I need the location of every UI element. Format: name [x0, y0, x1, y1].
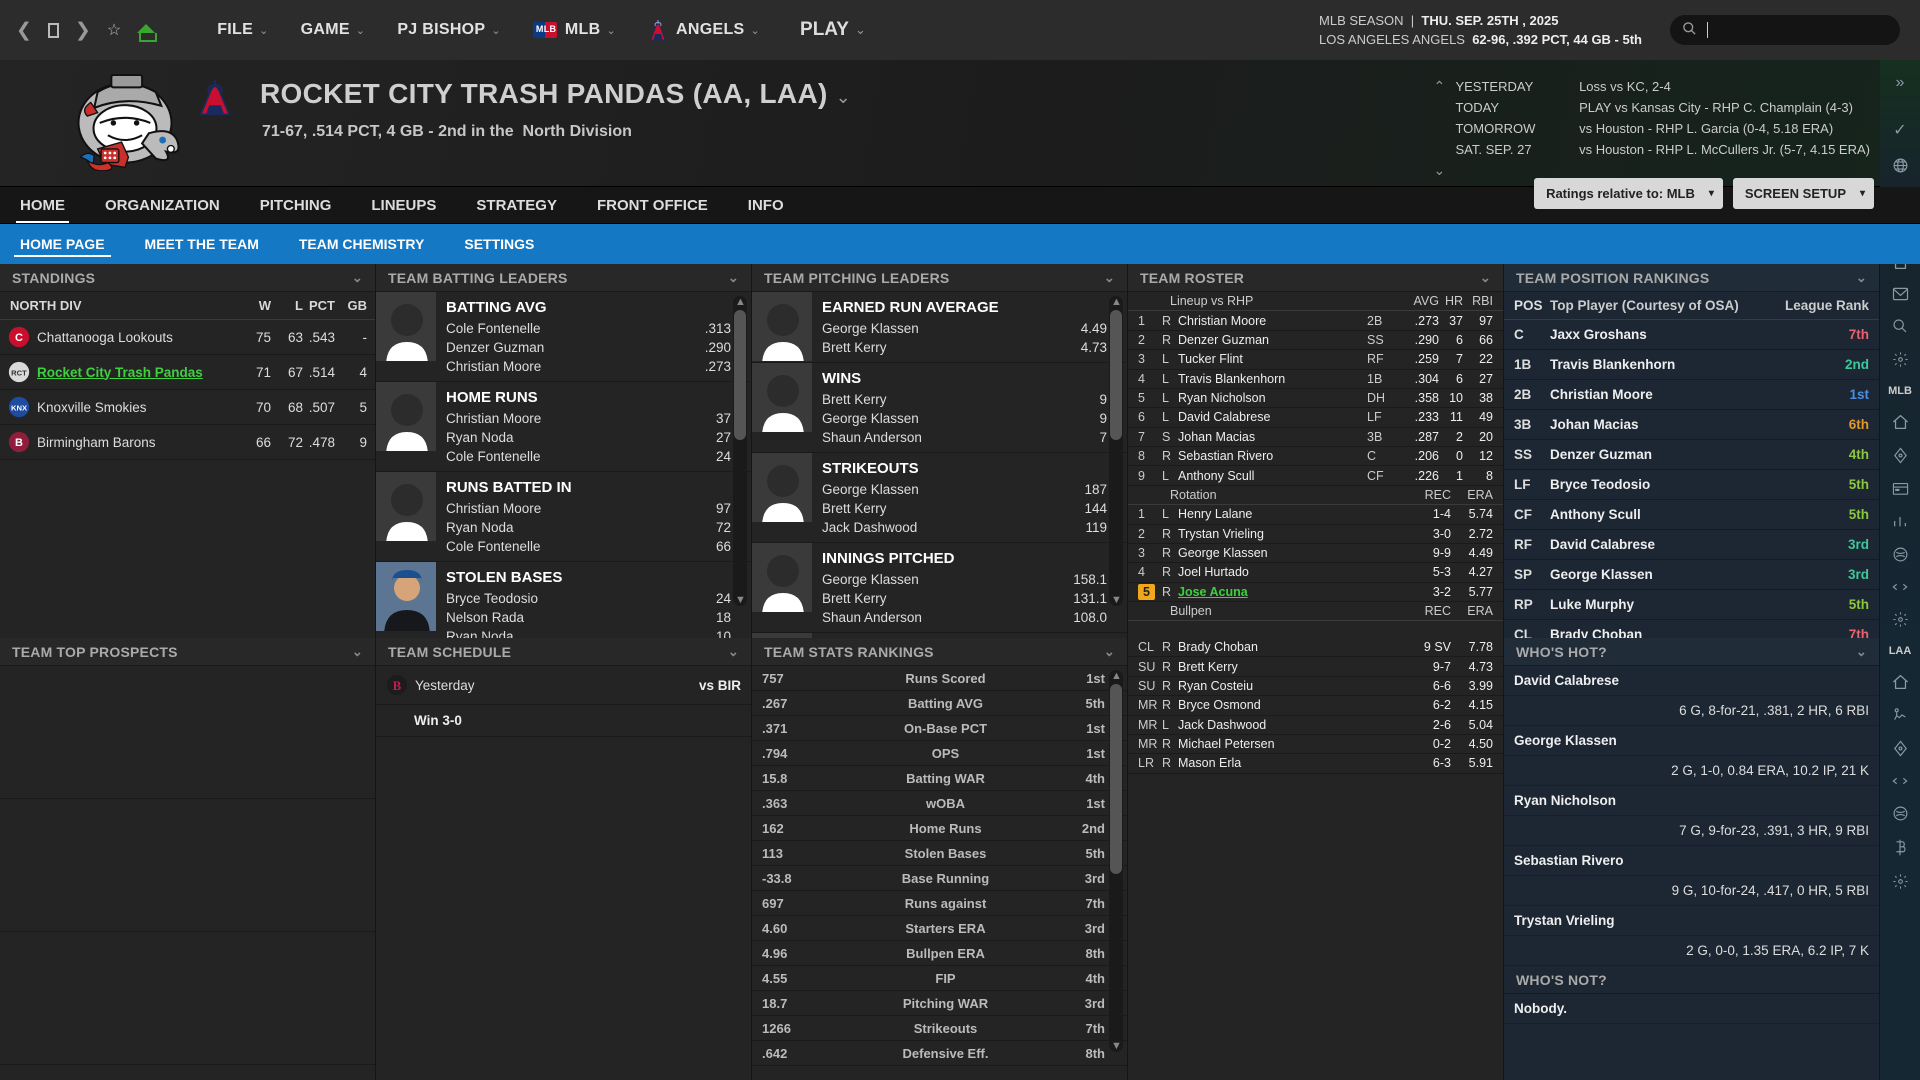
svg-text:B: B — [393, 679, 402, 693]
svg-text:B: B — [15, 437, 23, 449]
svg-text:C: C — [15, 332, 23, 344]
svg-text:KNX: KNX — [11, 403, 28, 412]
svg-text:RCT: RCT — [11, 368, 27, 377]
